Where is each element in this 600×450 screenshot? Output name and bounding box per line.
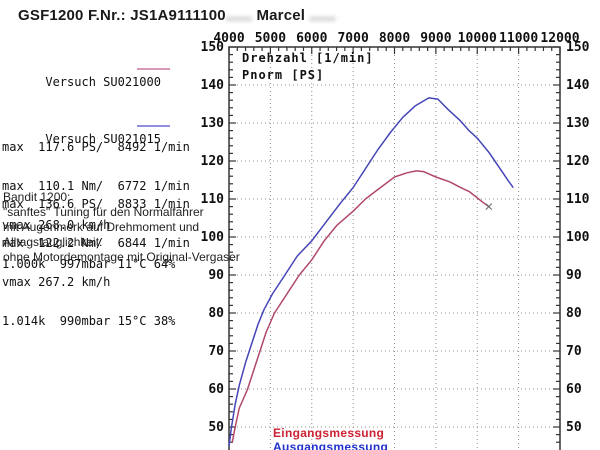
- x-tick-label: 6000: [296, 31, 328, 46]
- run-vmax: vmax 268.0 km/h: [2, 218, 111, 232]
- x-tick-label: 11000: [499, 31, 539, 46]
- title-owner-name: Marcel: [252, 7, 310, 24]
- run-max-power: max 117.6 PS/ 8492 1/min: [2, 140, 190, 154]
- run-max-torque: max 110.1 Nm/ 6772 1/min: [2, 179, 190, 193]
- title-owner-redacted: ......: [309, 7, 336, 24]
- x-tick-label: 5000: [254, 31, 287, 46]
- run-max-power: max 136.6 PS/ 8833 1/min: [2, 197, 190, 211]
- curve-end-marker: [485, 203, 493, 210]
- y-tick-label-right: 150: [566, 40, 590, 55]
- y-tick-label-left: 130: [200, 116, 224, 131]
- run-color-swatch: [137, 68, 170, 70]
- y-tick-label-left: 150: [200, 40, 224, 55]
- title-model: GSF1200: [18, 7, 84, 24]
- y-tick-label-left: 120: [200, 154, 224, 169]
- curve-eingangsmessung: [231, 170, 490, 443]
- curve-ausgangsmessung: [228, 97, 514, 447]
- y-tick-label-left: 70: [208, 344, 224, 359]
- legend-ausgangsmessung: Ausgangsmessung: [273, 440, 389, 450]
- y-tick-label-left: 140: [200, 78, 224, 93]
- run-name: Versuch SU021015: [45, 132, 161, 146]
- y-tick-label-right: 60: [566, 382, 582, 397]
- x-tick-label: 4000: [213, 31, 245, 46]
- note-line: mit Augenmerk auf Drehmoment und: [3, 220, 200, 234]
- run-header: Versuch SU021000: [2, 63, 190, 115]
- y-tick-label-left: 50: [208, 420, 224, 435]
- x-tick-label: 7000: [337, 31, 369, 46]
- title-fnr-redacted: ......: [225, 7, 253, 24]
- page-title: GSF1200 F.Nr.: JS1A9111100...... Marcel …: [18, 7, 336, 41]
- tuning-note: Bandit 1200: "sanftes" Tuning für den No…: [3, 190, 240, 265]
- y-tick-label-left: 110: [200, 192, 224, 207]
- legend-eingangsmessung: Eingangsmessung: [273, 426, 385, 440]
- note-line: "sanftes" Tuning für den Normalfahrer: [3, 205, 204, 219]
- run-color-swatch: [137, 125, 170, 127]
- title-fnr-value: JS1A9111100: [130, 7, 226, 24]
- run-name: Versuch SU021000: [45, 75, 161, 89]
- x-tick-label: 9000: [420, 31, 452, 46]
- y-tick-label-right: 100: [566, 230, 590, 245]
- x-tick-label: 8000: [378, 31, 411, 46]
- y-tick-label-left: 80: [208, 306, 224, 321]
- y-tick-label-right: 90: [566, 268, 582, 283]
- y-tick-label-right: 120: [566, 154, 590, 169]
- run-vmax: vmax 267.2 km/h: [2, 275, 111, 289]
- y-axis-label: Pnorm [PS]: [242, 68, 325, 82]
- y-tick-label-right: 110: [566, 192, 590, 207]
- run-block-su021000: Versuch SU021000 max 117.6 PS/ 8492 1/mi…: [2, 37, 190, 297]
- y-tick-label-right: 130: [566, 116, 590, 131]
- y-tick-label-right: 50: [566, 420, 582, 435]
- run-conditions: 1.014k 990mbar 15°C 38%: [2, 314, 176, 328]
- x-tick-label: 10000: [457, 31, 497, 46]
- y-tick-label-left: 60: [208, 382, 224, 397]
- title-fnr-label: F.Nr.:: [83, 7, 131, 24]
- run-conditions: 1.000k 997mbar 11°C 64%: [2, 257, 176, 271]
- run-max-torque: max 122.2 Nm/ 6844 1/min: [2, 236, 190, 250]
- note-line: Bandit 1200:: [3, 190, 71, 204]
- run-header: Versuch SU021015: [2, 120, 190, 172]
- note-line: Alltagstauglichkeit.: [3, 235, 103, 249]
- y-tick-label-right: 70: [566, 344, 582, 359]
- y-tick-label-right: 140: [566, 78, 590, 93]
- x-tick-label: 12000: [540, 31, 580, 46]
- note-line: ohne Motordemontage mit Original-Vergase…: [3, 250, 240, 264]
- x-axis-label: Drehzahl [1/min]: [242, 51, 374, 65]
- run-block-su021015: Versuch SU021015 max 136.6 PS/ 8833 1/mi…: [2, 94, 190, 354]
- y-tick-label-right: 80: [566, 306, 582, 321]
- y-tick-label-left: 100: [200, 230, 224, 245]
- y-tick-label-left: 90: [208, 268, 224, 283]
